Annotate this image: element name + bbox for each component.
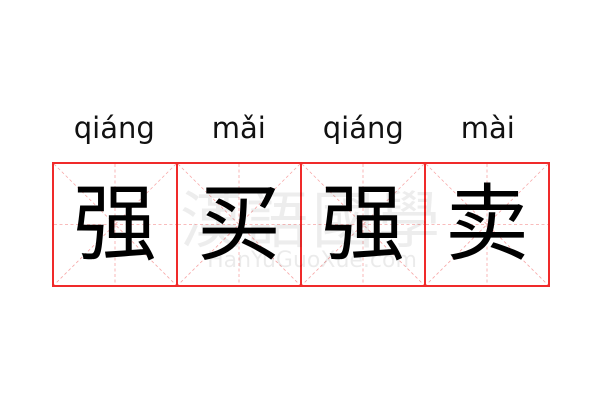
character-cell: 强 — [302, 164, 426, 285]
character-3: 强 — [320, 175, 405, 273]
guide-lines — [426, 164, 548, 285]
pinyin-4: mài — [460, 111, 515, 145]
pinyin-row: qiáng mǎi qiáng mài — [52, 108, 550, 148]
character-cell: 卖 — [426, 164, 548, 285]
guide-lines — [178, 164, 300, 285]
guide-lines — [54, 164, 176, 285]
character-1: 强 — [72, 175, 157, 273]
pinyin-1: qiáng — [73, 111, 155, 145]
character-grid: 强 买 强 卖 — [52, 162, 550, 287]
character-4: 卖 — [444, 175, 529, 273]
pinyin-3: qiáng — [322, 111, 404, 145]
pinyin-2: mǎi — [211, 111, 266, 145]
guide-lines — [302, 164, 424, 285]
character-2: 买 — [196, 175, 281, 273]
character-cell: 买 — [178, 164, 302, 285]
character-cell: 强 — [54, 164, 178, 285]
